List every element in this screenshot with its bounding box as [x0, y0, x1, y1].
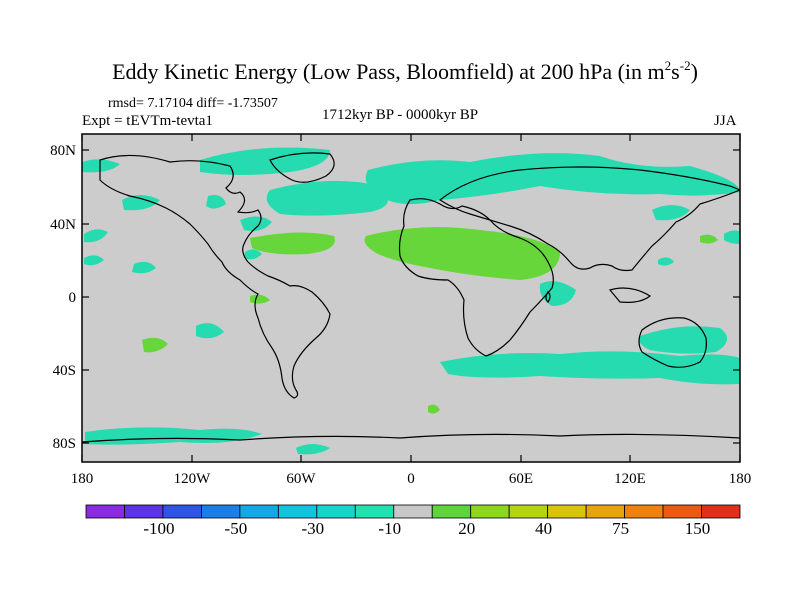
lon-label: 180 [729, 471, 752, 487]
colorbar-swatch [662, 504, 702, 519]
lat-label: 80S [53, 436, 76, 452]
lat-label: 0 [69, 290, 77, 306]
neg-region [85, 427, 262, 445]
colorbar-swatch [547, 504, 587, 519]
colorbar-swatch [585, 504, 625, 519]
lat-label: 40S [53, 363, 76, 379]
neg-region [84, 255, 104, 266]
experiment-label: Expt = tEVTm-tevta1 [82, 113, 213, 129]
colorbar-swatch [701, 504, 741, 519]
australia-coast [638, 317, 707, 368]
neg-region [266, 180, 388, 216]
neg-region [240, 216, 272, 231]
lon-label: 120E [614, 471, 646, 487]
colorbar-swatch [393, 504, 433, 519]
greenland-coast [269, 152, 335, 183]
neg-region [200, 147, 330, 175]
colorbar-label: -50 [224, 519, 248, 538]
lon-label: 60W [286, 471, 316, 487]
colorbar-swatch [277, 504, 318, 519]
lat-label: 80N [50, 143, 76, 159]
colorbar-swatch [624, 504, 664, 519]
neg-region [639, 326, 728, 354]
season-label: JJA [714, 113, 737, 129]
neg-region [724, 230, 740, 244]
neg-region [365, 153, 740, 205]
chart-title: Eddy Kinetic Energy (Low Pass, Bloomfiel… [112, 58, 698, 84]
neg-region [296, 444, 330, 455]
neg-region [652, 205, 690, 221]
colorbar-swatch [431, 504, 472, 519]
colorbar-swatch [85, 504, 125, 519]
colorbar-label: -30 [301, 519, 325, 538]
neg-region [244, 249, 262, 260]
pos-region [142, 337, 168, 353]
longitude-axis: 180 120W 60W 0 60E 120E 180 [71, 134, 752, 487]
colorbar-swatch [316, 504, 356, 519]
neg-region [206, 195, 226, 209]
pos-region [364, 227, 560, 280]
eurasia-coast [438, 166, 740, 272]
lon-label: 180 [71, 471, 94, 487]
colorbar-swatch [201, 504, 241, 519]
anomaly-contours [82, 147, 740, 455]
latitude-axis: 80N 40N 0 40S 80S [50, 143, 740, 452]
pos-region [250, 232, 335, 255]
neg-region [658, 257, 674, 266]
colorbar-swatch [124, 504, 164, 519]
island-coast [545, 291, 551, 303]
colorbar-label: 40 [535, 519, 553, 538]
colorbar-label: 150 [684, 519, 711, 538]
colorbar [85, 504, 741, 519]
neg-region [440, 351, 740, 385]
colorbar-label: -10 [378, 519, 402, 538]
colorbar-label: 20 [458, 519, 476, 538]
pos-region [700, 234, 718, 244]
lon-label: 120W [174, 471, 212, 487]
island-coast [608, 287, 652, 303]
colorbar-label: 75 [612, 519, 630, 538]
colorbar-swatch [508, 504, 549, 519]
neg-region [84, 229, 108, 243]
neg-region [82, 159, 120, 173]
coastlines [82, 152, 740, 443]
stats-label: rmsd= 7.17104 diff= -1.73507 [108, 96, 278, 111]
pos-region [428, 404, 440, 414]
lon-label: 60E [509, 471, 533, 487]
colorbar-swatch [470, 504, 510, 519]
neg-region [132, 261, 156, 274]
lat-label: 40N [50, 217, 76, 233]
colorbar-swatch [354, 504, 395, 519]
americas-coast [99, 154, 331, 399]
neg-region [122, 195, 160, 211]
antarctica-coast [82, 433, 740, 443]
africa-coast [398, 198, 554, 357]
neg-region [196, 323, 224, 339]
period-label: 1712kyr BP - 0000kyr BP [322, 107, 479, 123]
lon-label: 0 [407, 471, 415, 487]
colorbar-swatch [239, 504, 279, 519]
colorbar-swatch [162, 504, 202, 519]
colorbar-label: -100 [143, 519, 175, 538]
